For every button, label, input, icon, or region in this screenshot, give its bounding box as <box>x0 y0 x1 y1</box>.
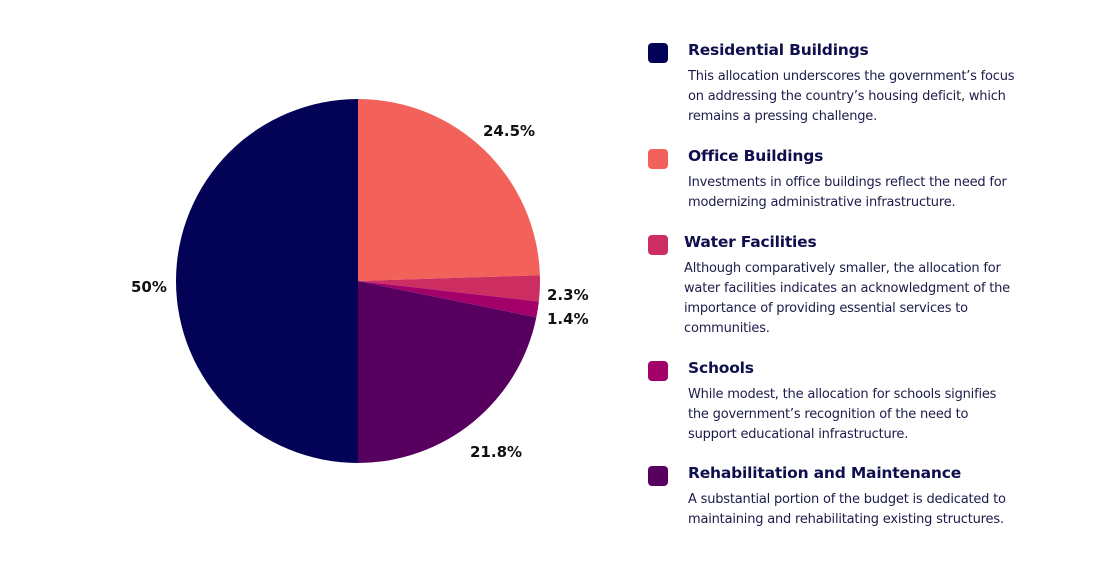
legend-title: Schools <box>688 359 754 377</box>
pie-slice-rehabilitation-and-maintenance <box>358 281 537 464</box>
slice-label-residential-buildings: 50% <box>131 278 167 296</box>
slice-label-office-buildings: 24.5% <box>483 122 535 140</box>
legend-swatch-water <box>648 235 668 255</box>
legend-title: Water Facilities <box>684 233 817 251</box>
slice-label-water-facilities: 2.3% <box>547 286 589 304</box>
legend-title: Residential Buildings <box>688 41 869 59</box>
legend-description: A substantial portion of the budget is d… <box>688 492 1006 527</box>
legend-swatch-residential <box>648 43 668 63</box>
legend-title: Office Buildings <box>688 147 824 165</box>
legend-description: This allocation underscores the governme… <box>688 69 1015 124</box>
pie-slice-water-facilities <box>358 275 540 302</box>
legend-swatch-office <box>648 149 668 169</box>
legend-swatch-schools <box>648 361 668 381</box>
pie-chart: 24.5% 2.3% 1.4% 21.8% 50% <box>131 99 589 464</box>
legend-description: Investments in office buildings reflect … <box>688 175 1007 210</box>
legend-title: Rehabilitation and Maintenance <box>688 464 962 482</box>
slice-label-rehabilitation: 21.8% <box>470 443 522 461</box>
slice-label-schools: 1.4% <box>547 310 589 328</box>
legend-description: Although comparatively smaller, the allo… <box>684 261 1010 336</box>
legend-description: While modest, the allocation for schools… <box>688 387 997 442</box>
legend-swatch-rehabilitation <box>648 466 668 486</box>
pie-slice-residential-buildings <box>176 99 358 463</box>
pie-slice-schools <box>358 281 539 318</box>
pie-slice-office-buildings <box>358 99 540 281</box>
